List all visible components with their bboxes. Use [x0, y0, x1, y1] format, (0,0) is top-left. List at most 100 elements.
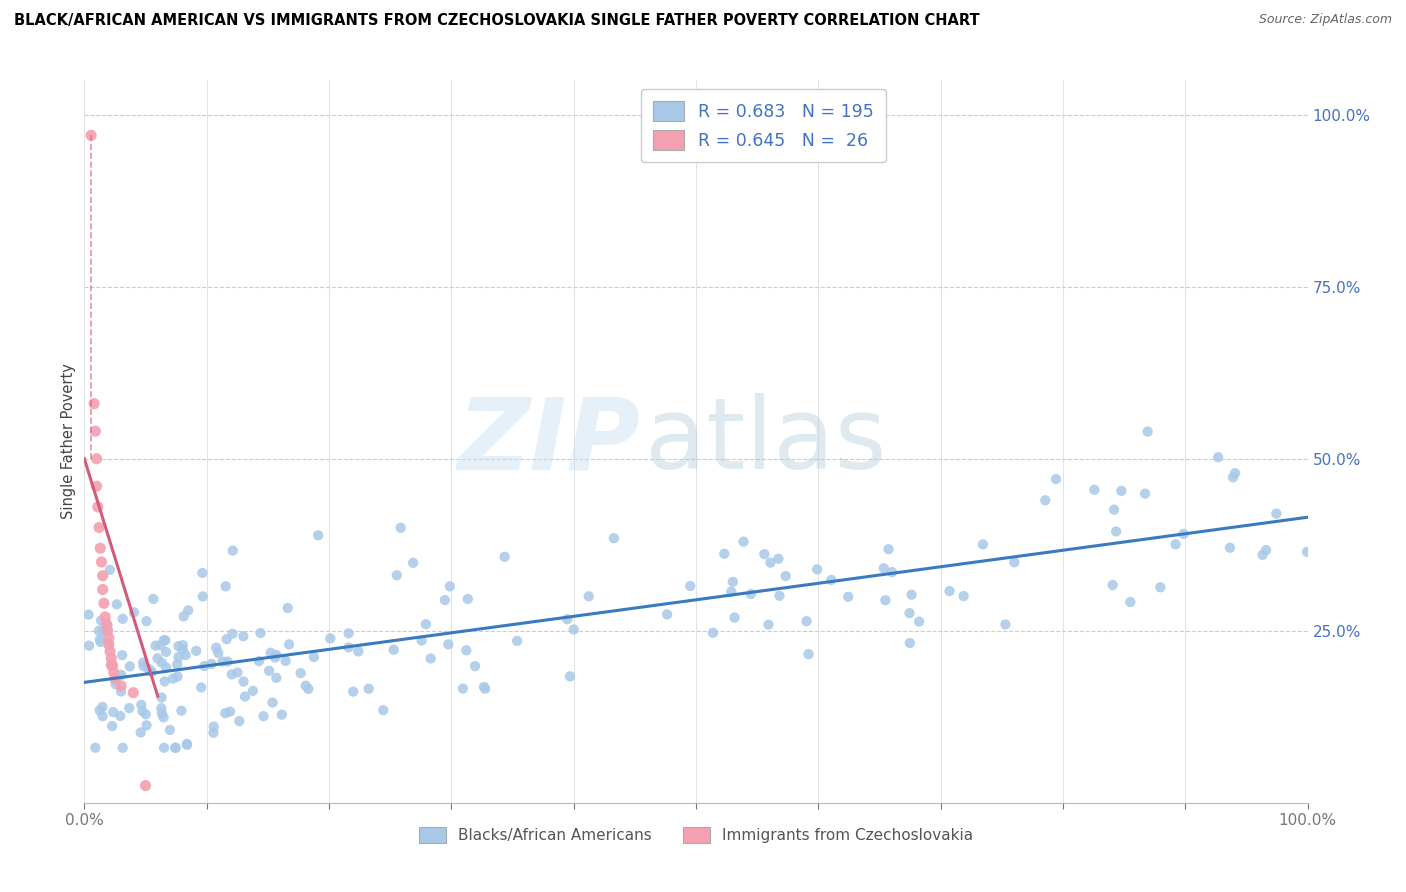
- Point: [87, 624, 110, 638]
- Point: [415, 617, 437, 632]
- Point: [105, 597, 128, 611]
- Point: [215, 632, 238, 647]
- Point: [900, 588, 922, 602]
- Point: [135, 614, 157, 628]
- Point: [1206, 450, 1229, 465]
- Text: Source: ZipAtlas.com: Source: ZipAtlas.com: [1258, 13, 1392, 27]
- Point: [938, 584, 960, 599]
- Point: [758, 617, 780, 632]
- Point: [96, 618, 118, 632]
- Point: [723, 610, 745, 624]
- Point: [110, 709, 132, 723]
- Point: [170, 704, 193, 718]
- Point: [131, 704, 153, 718]
- Point: [129, 725, 152, 739]
- Point: [191, 566, 214, 580]
- Point: [104, 672, 127, 686]
- Point: [1164, 537, 1187, 551]
- Point: [131, 698, 153, 712]
- Point: [382, 642, 405, 657]
- Point: [820, 573, 842, 587]
- Point: [138, 662, 160, 676]
- Point: [270, 707, 292, 722]
- Point: [558, 669, 581, 683]
- Point: [411, 633, 433, 648]
- Point: [290, 666, 312, 681]
- Point: [1083, 483, 1105, 497]
- Point: [337, 626, 360, 640]
- Legend: Blacks/African Americans, Immigrants from Czechoslovakia: Blacks/African Americans, Immigrants fro…: [412, 822, 980, 849]
- Point: [111, 612, 134, 626]
- Point: [162, 672, 184, 686]
- Point: [242, 683, 264, 698]
- Point: [89, 541, 111, 556]
- Point: [908, 615, 931, 629]
- Point: [221, 626, 243, 640]
- Point: [89, 703, 111, 717]
- Point: [91, 709, 114, 723]
- Point: [1111, 483, 1133, 498]
- Point: [122, 686, 145, 700]
- Point: [110, 684, 132, 698]
- Point: [153, 633, 176, 648]
- Point: [86, 451, 108, 466]
- Point: [994, 617, 1017, 632]
- Point: [153, 674, 176, 689]
- Point: [702, 625, 724, 640]
- Point: [135, 718, 157, 732]
- Point: [721, 574, 744, 589]
- Point: [451, 681, 474, 696]
- Point: [149, 638, 172, 652]
- Point: [264, 650, 287, 665]
- Text: atlas: atlas: [644, 393, 886, 490]
- Point: [110, 668, 132, 682]
- Point: [122, 605, 145, 619]
- Text: BLACK/AFRICAN AMERICAN VS IMMIGRANTS FROM CZECHOSLOVAKIA SINGLE FATHER POVERTY C: BLACK/AFRICAN AMERICAN VS IMMIGRANTS FRO…: [14, 13, 980, 29]
- Point: [952, 589, 974, 603]
- Point: [506, 634, 529, 648]
- Point: [1033, 493, 1056, 508]
- Point: [132, 656, 155, 670]
- Point: [439, 579, 461, 593]
- Point: [219, 705, 242, 719]
- Point: [111, 740, 134, 755]
- Point: [319, 632, 342, 646]
- Point: [165, 740, 187, 755]
- Point: [152, 710, 174, 724]
- Point: [347, 644, 370, 658]
- Point: [1149, 580, 1171, 594]
- Point: [176, 737, 198, 751]
- Point: [91, 568, 114, 582]
- Point: [740, 587, 762, 601]
- Point: [221, 667, 243, 681]
- Point: [357, 681, 380, 696]
- Point: [307, 528, 329, 542]
- Point: [880, 565, 903, 579]
- Point: [150, 656, 173, 670]
- Point: [98, 563, 121, 577]
- Point: [165, 740, 187, 755]
- Point: [111, 648, 134, 663]
- Point: [190, 681, 212, 695]
- Point: [232, 674, 254, 689]
- Point: [226, 665, 249, 680]
- Point: [87, 500, 110, 514]
- Point: [93, 596, 115, 610]
- Point: [101, 719, 124, 733]
- Point: [373, 703, 395, 717]
- Point: [754, 547, 776, 561]
- Point: [1222, 470, 1244, 484]
- Point: [172, 638, 194, 652]
- Point: [166, 669, 188, 683]
- Point: [202, 725, 225, 739]
- Point: [77, 607, 100, 622]
- Point: [80, 128, 103, 143]
- Point: [603, 531, 626, 545]
- Point: [110, 679, 132, 693]
- Point: [302, 650, 325, 665]
- Point: [252, 709, 274, 723]
- Point: [806, 562, 828, 576]
- Point: [104, 677, 127, 691]
- Point: [167, 650, 190, 665]
- Point: [875, 593, 897, 607]
